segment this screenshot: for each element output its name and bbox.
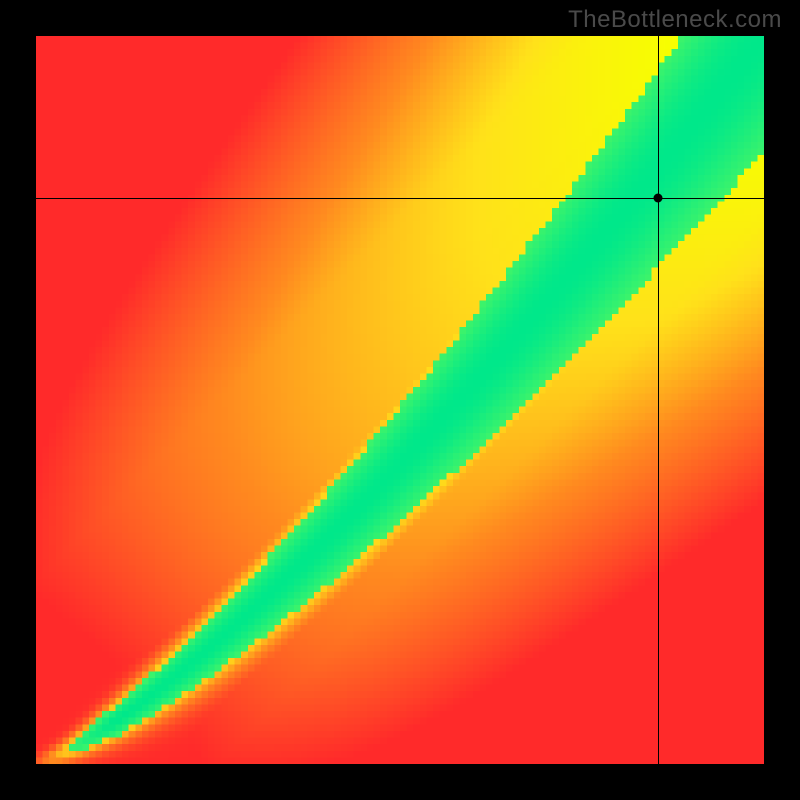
watermark-text: TheBottleneck.com (568, 6, 782, 34)
crosshair-vertical (658, 36, 659, 764)
heatmap-canvas (36, 36, 764, 764)
crosshair-dot (654, 194, 663, 203)
heatmap-chart (36, 36, 764, 764)
